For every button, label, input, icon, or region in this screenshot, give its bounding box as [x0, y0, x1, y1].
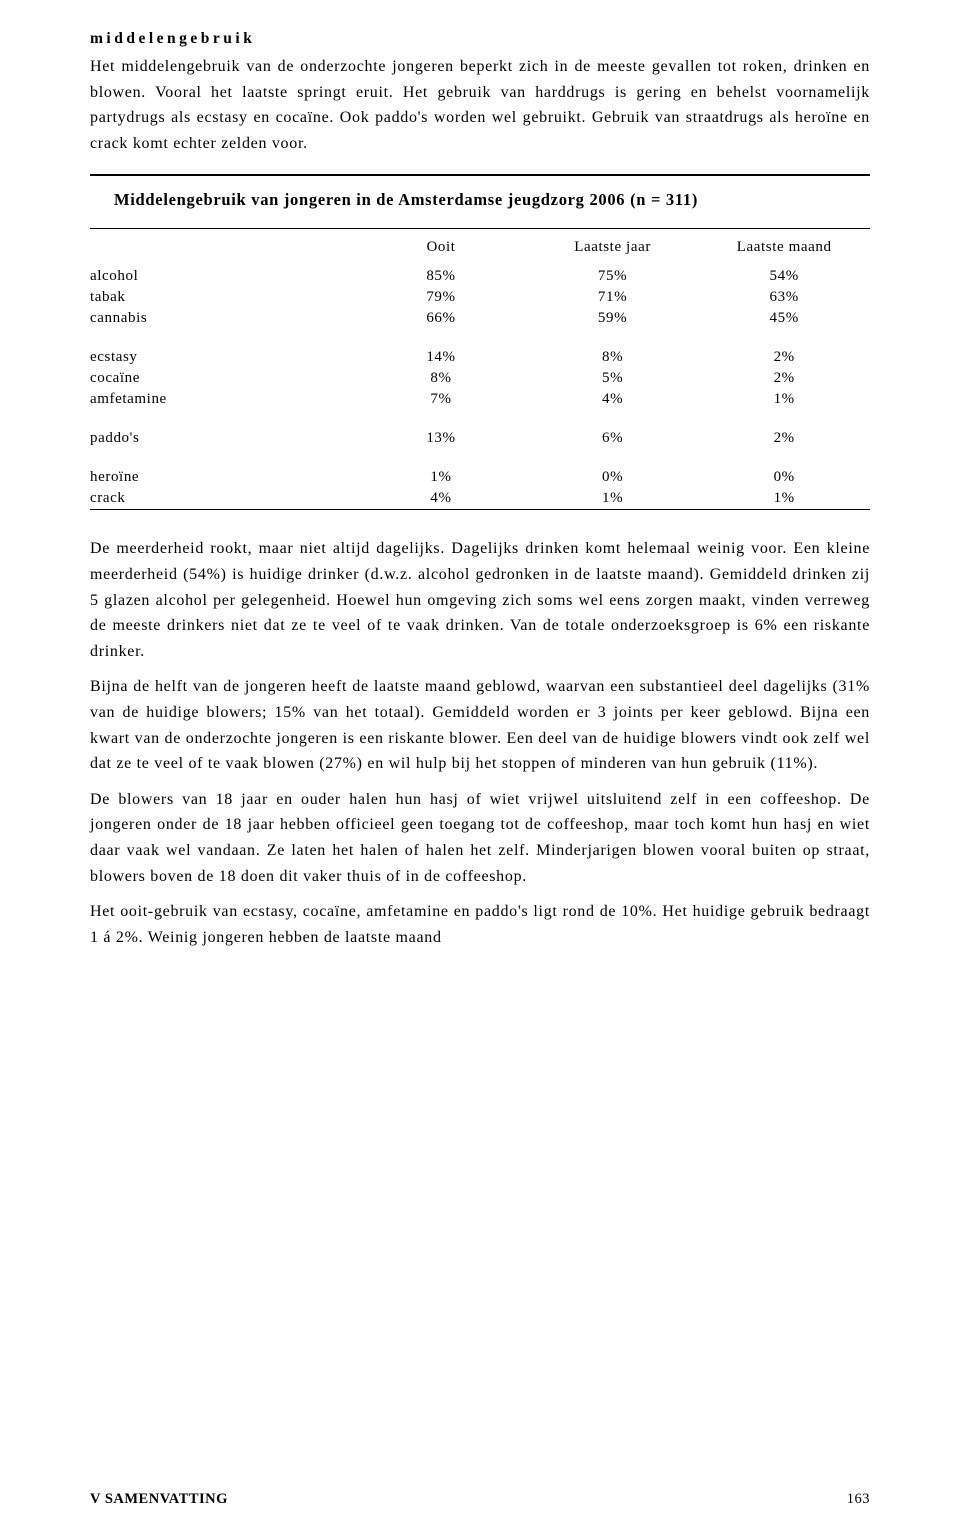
table-header-ooit: Ooit	[355, 229, 527, 266]
intro-paragraph: Het middelengebruik van de onderzochte j…	[90, 54, 870, 156]
table-row: crack4%1%1%	[90, 488, 870, 509]
usage-value: 0%	[527, 467, 699, 488]
usage-value: 8%	[355, 368, 527, 389]
table-row: cocaïne8%5%2%	[90, 368, 870, 389]
table-row: paddo's13%6%2%	[90, 428, 870, 449]
usage-value: 1%	[355, 467, 527, 488]
usage-value: 8%	[527, 347, 699, 368]
footer-left: V SAMENVATTING	[90, 1491, 228, 1508]
data-table-container: Middelengebruik van jongeren in de Amste…	[90, 174, 870, 510]
usage-value: 4%	[355, 488, 527, 509]
body-paragraphs: De meerderheid rookt, maar niet altijd d…	[90, 536, 870, 950]
usage-value: 13%	[355, 428, 527, 449]
usage-value: 45%	[698, 308, 870, 329]
usage-value: 66%	[355, 308, 527, 329]
body-paragraph: De meerderheid rookt, maar niet altijd d…	[90, 536, 870, 664]
usage-value: 5%	[527, 368, 699, 389]
table-row: heroïne1%0%0%	[90, 467, 870, 488]
substance-label: alcohol	[90, 266, 355, 287]
usage-value: 63%	[698, 287, 870, 308]
table-header-empty	[90, 229, 355, 266]
usage-value: 1%	[527, 488, 699, 509]
table-row: cannabis66%59%45%	[90, 308, 870, 329]
usage-value: 71%	[527, 287, 699, 308]
substance-label: amfetamine	[90, 389, 355, 410]
body-paragraph: Bijna de helft van de jongeren heeft de …	[90, 674, 870, 776]
substance-label: heroïne	[90, 467, 355, 488]
usage-value: 7%	[355, 389, 527, 410]
footer-page-number: 163	[847, 1491, 870, 1508]
usage-value: 6%	[527, 428, 699, 449]
usage-value: 14%	[355, 347, 527, 368]
substance-label: paddo's	[90, 428, 355, 449]
substance-label: ecstasy	[90, 347, 355, 368]
body-paragraph: Het ooit-gebruik van ecstasy, cocaïne, a…	[90, 899, 870, 950]
table-row: amfetamine7%4%1%	[90, 389, 870, 410]
usage-value: 54%	[698, 266, 870, 287]
table-header-row: Ooit Laatste jaar Laatste maand	[90, 229, 870, 266]
table-row: tabak79%71%63%	[90, 287, 870, 308]
table-group-spacer	[90, 449, 870, 467]
usage-value: 59%	[527, 308, 699, 329]
table-title: Middelengebruik van jongeren in de Amste…	[114, 190, 870, 210]
usage-value: 4%	[527, 389, 699, 410]
table-group-spacer	[90, 329, 870, 347]
substance-label: cocaïne	[90, 368, 355, 389]
substance-label: tabak	[90, 287, 355, 308]
page-footer: V SAMENVATTING 163	[90, 1491, 870, 1508]
usage-value: 2%	[698, 428, 870, 449]
usage-value: 85%	[355, 266, 527, 287]
section-title: middelengebruik	[90, 30, 870, 48]
usage-value: 0%	[698, 467, 870, 488]
usage-value: 79%	[355, 287, 527, 308]
table-top-rule	[90, 174, 870, 176]
body-paragraph: De blowers van 18 jaar en ouder halen hu…	[90, 787, 870, 889]
substance-label: crack	[90, 488, 355, 509]
table-bottom-rule	[90, 509, 870, 510]
table-group-spacer	[90, 410, 870, 428]
table-header-laatste-maand: Laatste maand	[698, 229, 870, 266]
usage-value: 2%	[698, 368, 870, 389]
usage-value: 1%	[698, 389, 870, 410]
table-row: ecstasy14%8%2%	[90, 347, 870, 368]
usage-value: 1%	[698, 488, 870, 509]
substance-label: cannabis	[90, 308, 355, 329]
document-page: middelengebruik Het middelengebruik van …	[0, 0, 960, 1538]
usage-value: 75%	[527, 266, 699, 287]
usage-value: 2%	[698, 347, 870, 368]
usage-table: Ooit Laatste jaar Laatste maand alcohol8…	[90, 229, 870, 509]
table-row: alcohol85%75%54%	[90, 266, 870, 287]
table-header-laatste-jaar: Laatste jaar	[527, 229, 699, 266]
